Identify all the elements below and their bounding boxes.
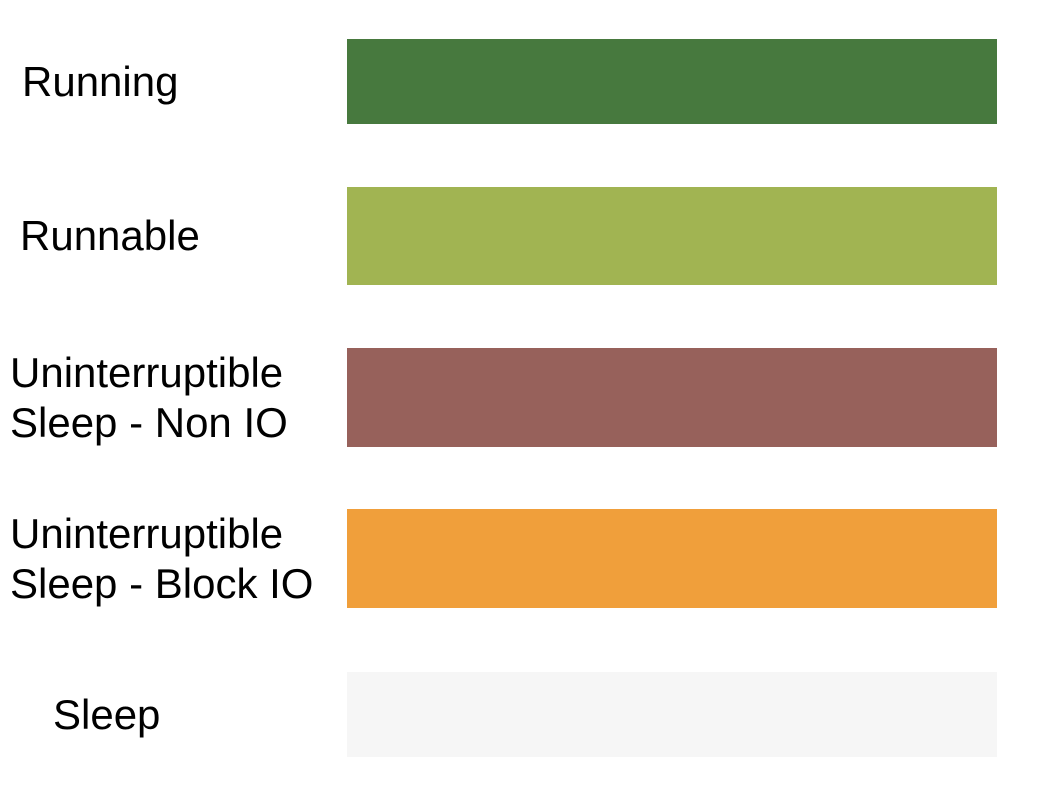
legend-label-uninterruptible-sleep-non-io: Uninterruptible Sleep - Non IO xyxy=(0,348,347,447)
legend-label-runnable: Runnable xyxy=(0,187,347,285)
legend-row-runnable: Runnable xyxy=(0,187,1060,285)
legend-row-uninterruptible-sleep-non-io: Uninterruptible Sleep - Non IO xyxy=(0,348,1060,447)
color-swatch-uninterruptible-sleep-block-io xyxy=(347,509,997,608)
legend-label-line: Sleep - Block IO xyxy=(10,559,314,607)
legend-label-line: Sleep xyxy=(53,690,161,738)
legend-label-line: Runnable xyxy=(20,212,200,259)
legend-label-sleep: Sleep xyxy=(0,672,347,757)
legend-label-line: Sleep - Non IO xyxy=(10,398,288,446)
legend-label-running: Running xyxy=(0,39,347,124)
legend-row-sleep: Sleep xyxy=(0,672,1060,757)
legend-label-line: Running xyxy=(22,57,179,105)
legend-label-line: Uninterruptible xyxy=(10,509,284,557)
color-swatch-running xyxy=(347,39,997,124)
legend-row-uninterruptible-sleep-block-io: Uninterruptible Sleep - Block IO xyxy=(0,509,1060,608)
legend-label-uninterruptible-sleep-block-io: Uninterruptible Sleep - Block IO xyxy=(0,509,347,608)
color-swatch-runnable xyxy=(347,187,997,285)
legend-row-running: Running xyxy=(0,39,1060,124)
color-swatch-sleep xyxy=(347,672,997,757)
color-swatch-uninterruptible-sleep-non-io xyxy=(347,348,997,447)
legend-label-line: Uninterruptible xyxy=(10,348,284,396)
